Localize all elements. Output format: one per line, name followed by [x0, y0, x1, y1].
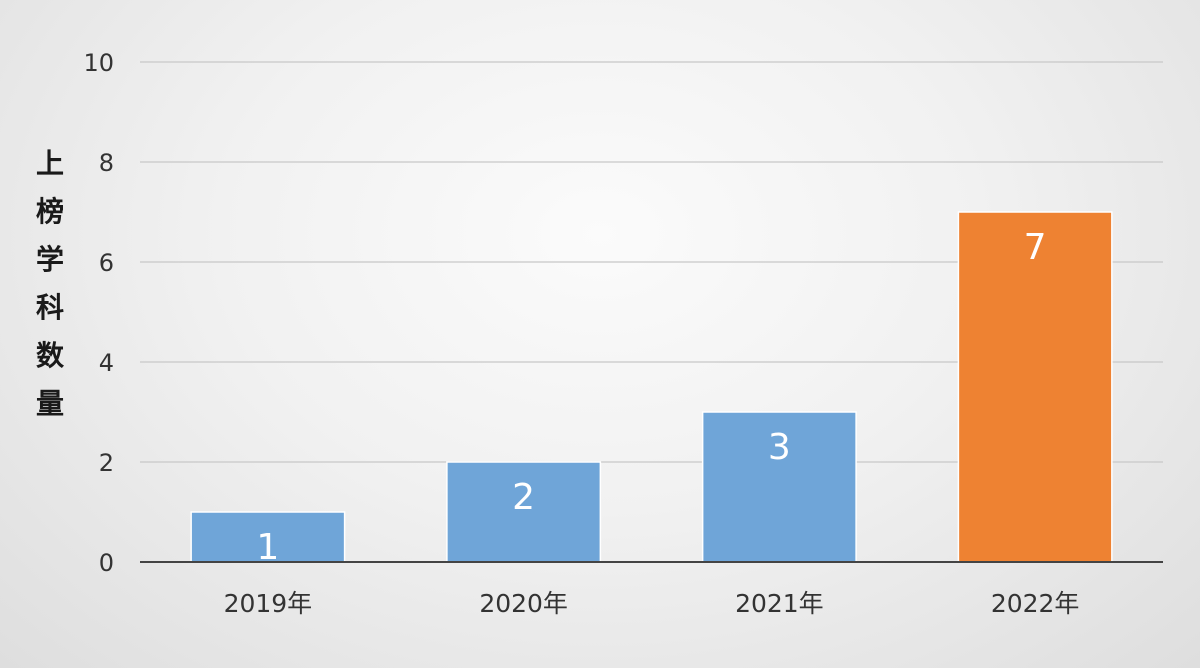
- data-label: 1: [256, 527, 279, 568]
- bar-2019年: [190, 511, 346, 563]
- y-axis-ticks: 0 2 4 6 8 10: [83, 49, 114, 577]
- y-tick-label: 10: [83, 49, 114, 77]
- data-labels: 1 2 3 7: [256, 227, 1046, 568]
- x-tick-label: 2021年: [735, 589, 824, 618]
- y-axis-label: 上榜学科数量: [28, 140, 72, 428]
- x-axis-ticks: 2019年 2020年 2021年 2022年: [224, 589, 1080, 618]
- data-label: 3: [768, 427, 791, 468]
- y-tick-label: 4: [99, 349, 114, 377]
- data-label: 2: [512, 477, 535, 518]
- y-axis-label-char: 数: [35, 339, 64, 372]
- y-axis-label-char: 科: [35, 291, 64, 324]
- y-tick-label: 8: [99, 149, 114, 177]
- bar-2020年: [446, 461, 602, 563]
- y-tick-label: 2: [99, 449, 114, 477]
- y-axis-label-char: 上: [35, 147, 64, 180]
- bars: [190, 211, 1113, 563]
- y-axis-label-char: 学: [35, 243, 64, 276]
- x-tick-label: 2022年: [991, 589, 1080, 618]
- x-tick-label: 2020年: [479, 589, 568, 618]
- y-axis-label-char: 量: [35, 387, 64, 420]
- y-tick-label: 6: [99, 249, 114, 277]
- y-tick-label: 0: [99, 549, 114, 577]
- x-tick-label: 2019年: [224, 589, 313, 618]
- bar-2021年: [701, 411, 857, 563]
- data-label: 7: [1024, 227, 1047, 268]
- y-axis-label-char: 榜: [35, 195, 64, 228]
- bar-2022年: [957, 211, 1113, 563]
